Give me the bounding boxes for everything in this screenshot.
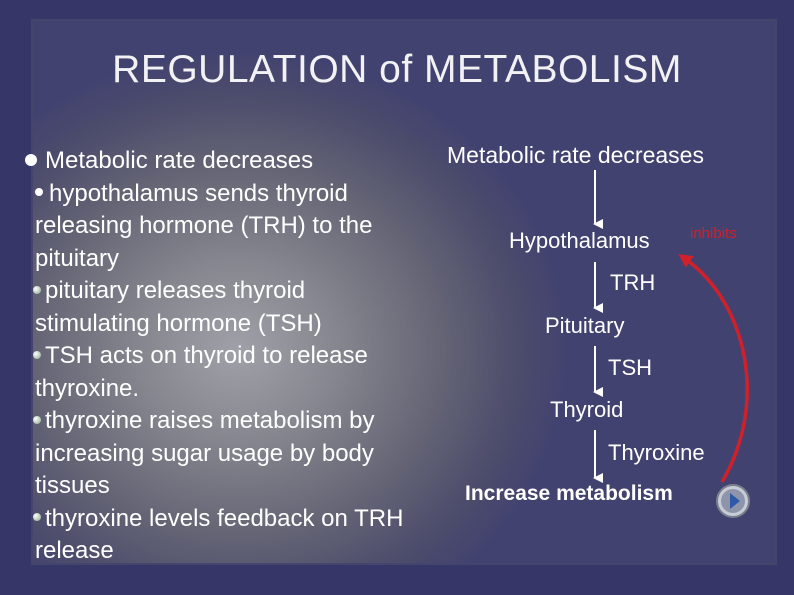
bullet-item: TSH acts on thyroid to release thyroxine… <box>33 342 368 402</box>
bullet-dot-icon <box>33 415 41 424</box>
page-title: REGULATION of METABOLISM <box>112 48 682 91</box>
bullet-list: Metabolic rate decreases hypothalamus se… <box>25 145 425 568</box>
next-slide-icon[interactable] <box>716 484 750 518</box>
bullet-dot-icon <box>33 513 41 522</box>
bullet-item: pituitary releases thyroid stimulating h… <box>33 277 322 337</box>
bullet-item: thyroxine levels feedback on TRH release <box>33 504 404 564</box>
diagram-tsh-label: TSH <box>608 355 652 380</box>
bullet-item: hypothalamus sends thyroid releasing hor… <box>35 179 373 272</box>
diagram-inhibits-label: inhibits <box>690 225 737 242</box>
diagram-trh-label: TRH <box>610 270 656 295</box>
diagram-thyroid-label: Thyroid <box>550 397 624 422</box>
bullet-dot-icon <box>35 188 43 197</box>
diagram-thyroxine-label: Thyroxine <box>608 440 705 465</box>
bullet-item: thyroxine raises metabolism by increasin… <box>33 407 375 499</box>
diagram-result-label: Increase metabolism <box>465 482 673 505</box>
feedback-inhibits-arrow <box>678 254 749 483</box>
bullet-dot-icon <box>33 285 41 294</box>
content-panel <box>33 21 775 563</box>
bullet-dot-icon <box>33 350 41 359</box>
bullet-dot-icon <box>25 153 37 166</box>
diagram-pituitary-label: Pituitary <box>545 313 625 338</box>
diagram-top-label: Metabolic rate decreases <box>447 142 704 168</box>
bullet-item: Metabolic rate decreases <box>25 145 425 178</box>
diagram-hypothalamus-label: Hypothalamus <box>509 228 650 253</box>
